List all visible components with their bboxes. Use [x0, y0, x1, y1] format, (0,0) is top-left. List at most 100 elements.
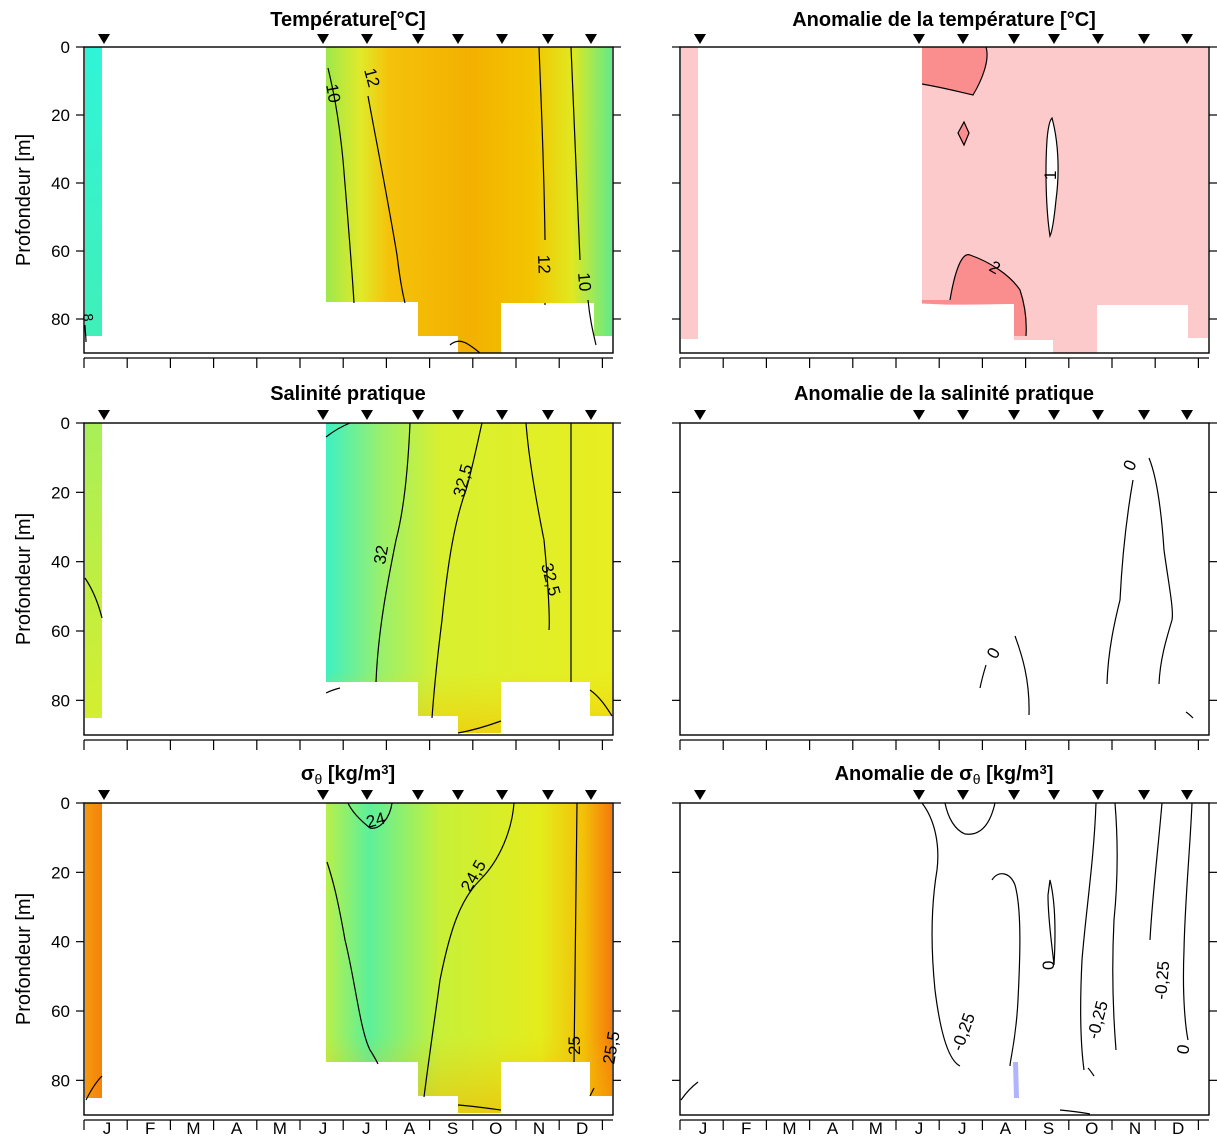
negative-anomaly-area: [1013, 1062, 1019, 1098]
contour-line: [367, 95, 406, 304]
sampling-marker: [913, 410, 925, 420]
contour-label: 0: [983, 644, 1004, 662]
contour-label: 12: [360, 66, 383, 89]
contour-line: [1045, 116, 1059, 238]
sampling-marker: [694, 34, 706, 44]
y-tick-label: 80: [51, 1071, 70, 1090]
contour-label: 10: [574, 272, 595, 293]
sampling-marker: [1048, 34, 1060, 44]
y-tick-label: 0: [61, 794, 70, 813]
x-tick-label: M: [186, 1119, 200, 1138]
y-tick-label: 0: [61, 38, 70, 57]
contour-line: [525, 422, 550, 631]
contours: [979, 457, 1194, 719]
contour-line: [1014, 635, 1030, 716]
y-tick-label: 60: [51, 242, 70, 261]
contour-label: 0: [1119, 457, 1140, 474]
plot-frame: [679, 422, 1210, 736]
panel-temperature: Température[°C] 10 12 12 10 8: [80, 9, 614, 354]
sampling-marker: [1008, 790, 1020, 800]
sampling-marker: [1008, 410, 1020, 420]
contour-line: [347, 802, 393, 829]
sampling-marker: [412, 34, 424, 44]
x-tick-label: F: [741, 1119, 751, 1138]
strong-anomaly-area: [922, 254, 1027, 336]
y-tick-label: 80: [51, 310, 70, 329]
contour-line: [1080, 802, 1097, 1071]
sampling-marker: [317, 410, 329, 420]
contour-label: 8: [80, 313, 97, 322]
contour-line: [570, 46, 597, 346]
contour-line: [921, 802, 961, 1067]
contour-line: [991, 873, 1021, 1067]
sampling-marker: [585, 410, 597, 420]
sampling-marker: [957, 410, 969, 420]
contour-label: -0,25: [1151, 960, 1173, 1000]
jan-column: [681, 47, 698, 339]
y-tick-label: 20: [51, 863, 70, 882]
panel-title: Anomalie de la salinité pratique: [794, 383, 1094, 405]
plot-frame: [83, 422, 614, 736]
y-tick-label: 40: [51, 933, 70, 952]
sampling-marker: [1138, 34, 1150, 44]
panel-salinity-anomaly: Anomalie de la salinité pratique 0 0: [679, 383, 1210, 736]
contour-labels: 10 12 12 10 8: [80, 66, 595, 322]
contour-line: [84, 324, 87, 343]
x-tick-label: A: [404, 1119, 416, 1138]
x-tick-label: D: [1172, 1119, 1184, 1138]
y-axis-label: Profondeur [m]: [13, 513, 35, 645]
contour-line: [457, 1104, 502, 1111]
anomaly-fill: [681, 47, 1208, 353]
panel-title: Anomalie de σθ [kg/m3]: [835, 762, 1054, 787]
contours: [84, 46, 597, 354]
contour-line: [325, 687, 341, 694]
summer-field-depth: [326, 803, 612, 1113]
y-tick-label: 40: [51, 174, 70, 193]
x-tick-label: D: [576, 1119, 588, 1138]
contour-line: [957, 120, 970, 147]
sampling-marker: [317, 34, 329, 44]
contour-line: [1106, 479, 1134, 685]
sampling-marker: [98, 34, 110, 44]
sampling-marker: [452, 790, 464, 800]
sampling-marker: [542, 34, 554, 44]
x-tick-label: J: [958, 1119, 967, 1138]
contour-line: [680, 1081, 699, 1101]
contour-line: [944, 802, 996, 835]
contour-line: [449, 340, 481, 354]
y-tick-label: 80: [51, 691, 70, 710]
contour-line: [1112, 802, 1118, 1051]
contour-label: 0: [1039, 961, 1058, 970]
contour-line: [1148, 457, 1173, 685]
sampling-marker: [585, 34, 597, 44]
contour-label: 10: [322, 82, 344, 104]
strong-anomaly-area: [922, 47, 988, 95]
contour-line: [457, 720, 502, 734]
contour-label: 0: [1173, 1043, 1193, 1056]
sampling-marker: [1181, 790, 1193, 800]
contours: [680, 802, 1193, 1115]
x-tick-label: M: [273, 1119, 287, 1138]
contour-line: [431, 422, 483, 719]
y-axis-label: Profondeur [m]: [13, 893, 35, 1025]
contour-line: [589, 689, 613, 717]
contour-label: 25: [565, 1036, 584, 1055]
sampling-marker: [694, 790, 706, 800]
sampling-marker: [496, 410, 508, 420]
contour-line: [327, 67, 355, 304]
sampling-marker: [496, 790, 508, 800]
contour-line: [979, 664, 987, 689]
contour-labels: 0 0: [983, 457, 1141, 662]
y-tick-label: 60: [51, 622, 70, 641]
sampling-marker: [361, 790, 373, 800]
plot-frame: [679, 802, 1210, 1116]
contour-line: [1087, 1067, 1095, 1077]
sampling-marker: [1008, 34, 1020, 44]
x-tick-label: O: [1085, 1119, 1098, 1138]
sampling-marker: [412, 410, 424, 420]
jan-column: [85, 47, 102, 336]
contour-line: [85, 1075, 103, 1101]
contour-line: [538, 46, 546, 241]
panel-title: Anomalie de la température [°C]: [792, 9, 1096, 31]
